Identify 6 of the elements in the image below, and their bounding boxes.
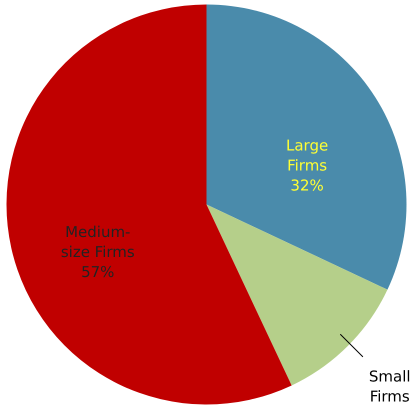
data-label: 32% <box>290 176 324 194</box>
slice-label: Medium-size Firms <box>60 223 135 262</box>
data-label: 57% <box>81 263 114 282</box>
slice-label: Small Firms <box>368 368 411 406</box>
pie-slice <box>206 4 406 290</box>
slice-label: Large Firms <box>286 136 328 174</box>
